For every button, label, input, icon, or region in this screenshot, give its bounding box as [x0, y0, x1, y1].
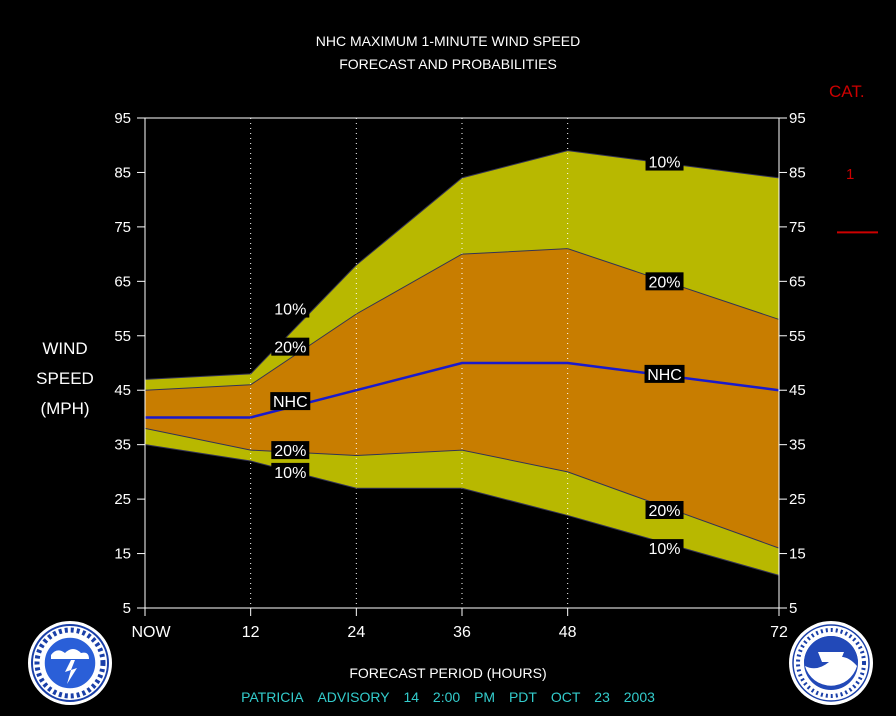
annotation-label: 20% [649, 274, 681, 291]
annotation-box [271, 299, 310, 318]
y-tick-label-right: 25 [789, 491, 806, 508]
y-tick-label-left: 85 [114, 164, 131, 181]
x-tick-label: 36 [453, 624, 471, 641]
y-tick-label-right: 5 [789, 600, 797, 617]
advisory-ampm: PM [474, 689, 496, 705]
y-tick-label-left: 5 [123, 600, 131, 617]
annotation-label: 10% [274, 465, 306, 482]
advisory-time: 2:00 [432, 689, 461, 705]
series-line [144, 150, 780, 380]
chart-title-line2: FORECAST AND PROBABILITIES [339, 56, 557, 72]
nws-logo-icon [27, 620, 113, 706]
advisory-year: 2003 [623, 689, 655, 705]
annotation-box [271, 337, 310, 356]
y-tick-label-right: 45 [789, 382, 806, 399]
advisory-zone: PDT [508, 689, 537, 705]
category-title: CAT. [829, 82, 865, 101]
noaa-logo-icon [788, 620, 874, 706]
annotation-box [271, 462, 310, 481]
y-tick-label-left: 35 [114, 437, 131, 454]
annotation-box [645, 539, 684, 558]
x-axis-label: FORECAST PERIOD (HOURS) [349, 665, 547, 681]
y-axis-label-line: (MPH) [40, 399, 90, 418]
x-tick-label: 12 [242, 624, 260, 641]
series-annotations: 10% 20% NHC 20% 10% 10% 20% NHC 20% 10% [270, 152, 685, 558]
y-tick-label-left: 95 [114, 110, 131, 127]
y-tick-label-right: 65 [789, 273, 806, 290]
annotation-label: NHC [273, 394, 308, 411]
annotation-label: 10% [649, 155, 681, 172]
annotation-label: 10% [274, 302, 306, 319]
y-tick-label-left: 75 [114, 219, 131, 236]
series-line [144, 444, 780, 576]
x-tick-label: 48 [559, 624, 577, 641]
y-tick-label-right: 55 [789, 328, 806, 345]
y-tick-label-right: 95 [789, 110, 806, 127]
y-tick-label-left: 25 [114, 491, 131, 508]
x-axis-ticks: NOW 12 24 36 48 72 [131, 608, 788, 641]
chart-title-line1: NHC MAXIMUM 1-MINUTE WIND SPEED [315, 33, 581, 49]
annotation-box [270, 392, 311, 411]
annotation-box [644, 364, 685, 383]
advisory-day: 23 [594, 689, 610, 705]
annotation-label: 10% [649, 541, 681, 558]
y-tick-label-left: 55 [114, 328, 131, 345]
y-tick-label-right: 15 [789, 546, 806, 563]
y-tick-label-right: 85 [789, 164, 806, 181]
x-tick-label: 72 [770, 624, 788, 641]
y-axis-label: WIND SPEED (MPH) [20, 334, 110, 424]
x-tick-label: NOW [131, 624, 171, 641]
annotation-label: NHC [647, 367, 682, 384]
advisory-number: 14 [403, 689, 420, 705]
annotation-label: 20% [274, 340, 306, 357]
advisory-month: OCT [550, 689, 581, 705]
annotation-box [645, 272, 684, 291]
advisory-label: ADVISORY [317, 689, 390, 705]
y-tick-label-left: 45 [114, 382, 131, 399]
advisory-footer: PATRICIA ADVISORY 14 2:00 PM PDT OCT 23 … [0, 689, 896, 705]
annotation-label: 20% [274, 443, 306, 460]
annotation-box [645, 501, 684, 519]
series-line [144, 248, 780, 391]
y-tick-label-left: 65 [114, 273, 131, 290]
x-tick-label: 24 [347, 624, 365, 641]
annotation-label: 20% [649, 503, 681, 520]
storm-name: PATRICIA [241, 689, 304, 705]
y-tick-label-right: 35 [789, 437, 806, 454]
forecast-lines [144, 150, 780, 576]
y-axis-label-line: WIND [42, 339, 88, 358]
series-line [144, 427, 780, 549]
annotation-box [271, 441, 310, 460]
category-level-label: 1 [846, 166, 855, 183]
y-tick-label-right: 75 [789, 219, 806, 236]
annotation-box [645, 152, 684, 171]
y-tick-label-left: 15 [114, 546, 131, 563]
y-axis-label-line: SPEED [36, 369, 94, 388]
nhc-forecast-line [145, 361, 780, 419]
